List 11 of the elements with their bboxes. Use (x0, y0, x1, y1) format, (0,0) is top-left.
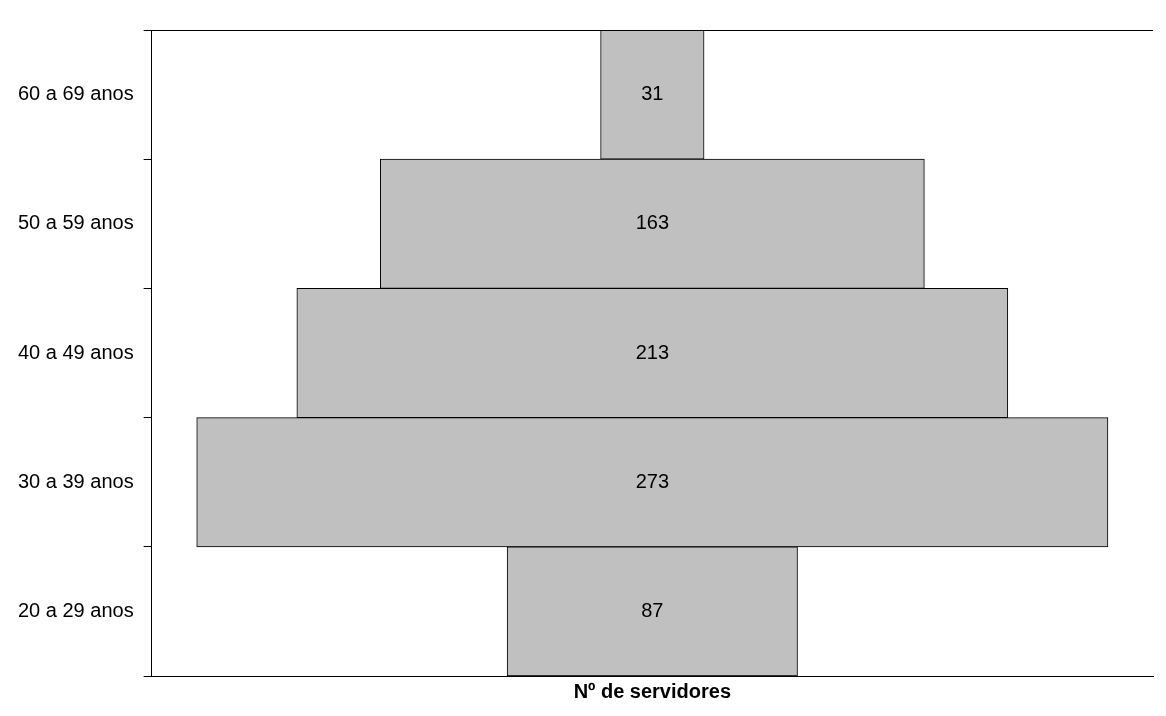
data-label: 213 (635, 340, 670, 363)
category-label: 40 a 49 anos (18, 340, 134, 363)
category-label: 50 a 59 anos (18, 211, 134, 234)
data-label: 31 (641, 82, 664, 105)
category-label: 30 a 39 anos (18, 469, 134, 492)
category-label: 20 a 29 anos (18, 598, 134, 621)
data-label: 273 (635, 469, 670, 492)
category-label: 60 a 69 anos (18, 82, 134, 105)
data-label: 163 (635, 211, 670, 234)
data-label: 87 (641, 598, 664, 621)
text: Nº de servidores (573, 679, 732, 702)
